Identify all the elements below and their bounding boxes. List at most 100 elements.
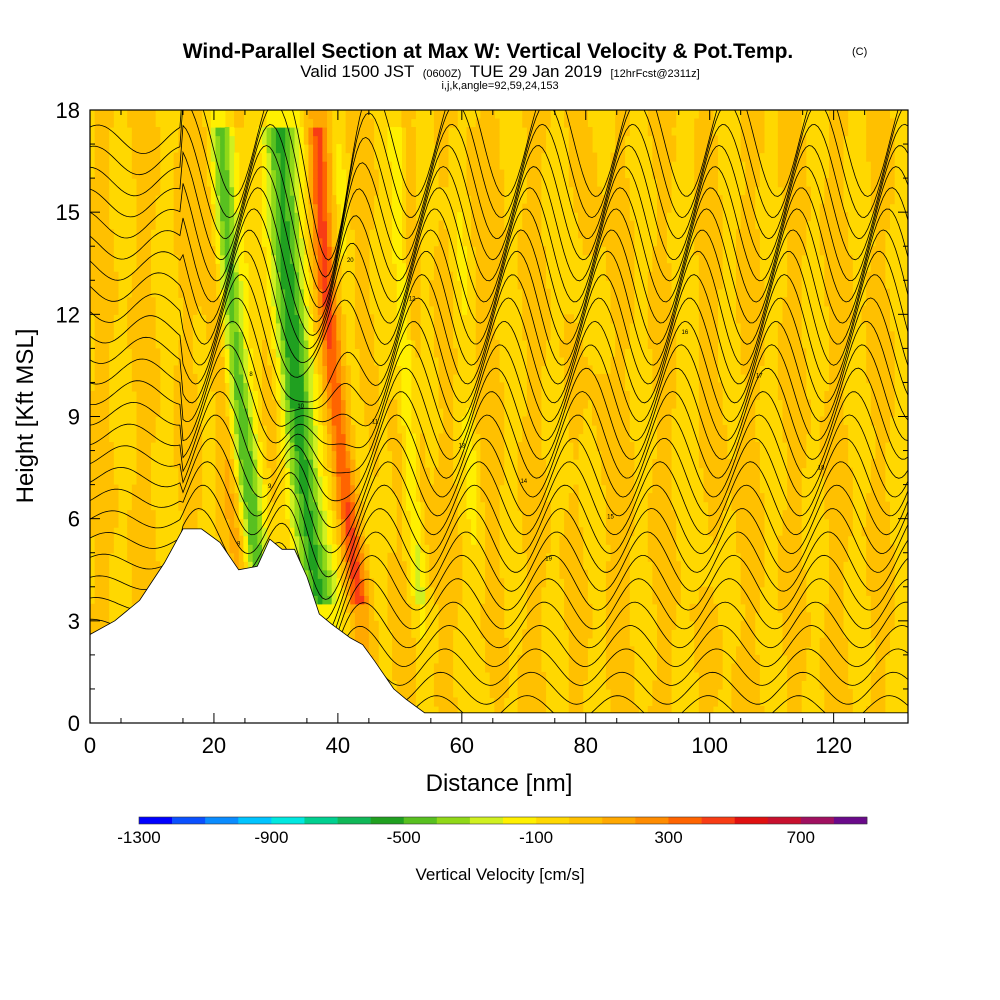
velocity-cell <box>591 382 598 392</box>
velocity-cell <box>331 339 337 349</box>
velocity-cell <box>457 212 463 222</box>
velocity-cell <box>243 476 249 486</box>
velocity-cell <box>573 552 579 562</box>
velocity-cell <box>340 433 347 443</box>
velocity-cell <box>196 280 203 290</box>
velocity-cell <box>141 127 147 137</box>
velocity-cell <box>99 271 105 281</box>
velocity-cell <box>308 433 314 443</box>
velocity-cell <box>438 288 444 298</box>
velocity-cell <box>350 220 356 230</box>
velocity-cell <box>350 603 356 613</box>
velocity-cell <box>178 203 184 213</box>
velocity-cell <box>354 178 361 188</box>
velocity-cell <box>364 407 370 418</box>
velocity-cell <box>206 305 212 315</box>
velocity-cell <box>652 297 658 307</box>
velocity-cell <box>480 161 486 171</box>
velocity-cell <box>368 373 375 384</box>
velocity-cell <box>261 544 268 554</box>
velocity-cell <box>215 178 221 188</box>
velocity-cell <box>317 595 323 605</box>
velocity-cell <box>396 322 402 332</box>
velocity-cell <box>531 654 537 664</box>
velocity-cell <box>429 484 435 494</box>
velocity-cell <box>485 646 491 656</box>
velocity-cell <box>289 135 296 145</box>
velocity-cell <box>220 110 226 120</box>
velocity-cell <box>224 493 231 503</box>
velocity-cell <box>308 178 314 188</box>
velocity-cell <box>354 280 361 290</box>
velocity-cell <box>447 688 454 699</box>
velocity-cell <box>573 595 579 605</box>
velocity-cell <box>531 331 537 341</box>
velocity-cell <box>610 688 616 699</box>
velocity-cell <box>536 280 542 290</box>
velocity-cell <box>243 382 249 392</box>
velocity-cell <box>368 425 375 435</box>
velocity-cell <box>438 118 444 128</box>
velocity-cell <box>359 229 365 239</box>
velocity-cell <box>289 263 296 273</box>
velocity-cell <box>485 433 491 443</box>
velocity-cell <box>522 671 528 682</box>
velocity-cell <box>196 271 203 281</box>
velocity-cell <box>526 680 533 690</box>
velocity-cell <box>480 442 486 452</box>
velocity-cell <box>605 535 612 545</box>
velocity-cell <box>299 442 305 452</box>
velocity-cell <box>327 110 333 120</box>
velocity-cell <box>187 186 193 196</box>
chart-subtitle: Valid 1500 JST (0600Z) TUE 29 Jan 2019 [… <box>300 62 699 81</box>
velocity-cell <box>136 118 142 128</box>
velocity-cell <box>289 331 296 341</box>
velocity-cell <box>196 229 203 239</box>
velocity-cell <box>145 152 152 162</box>
velocity-cell <box>220 152 226 162</box>
velocity-cell <box>433 493 440 503</box>
velocity-cell <box>215 425 221 435</box>
velocity-cell <box>392 459 398 469</box>
velocity-cell <box>299 161 305 171</box>
velocity-cell <box>396 510 402 520</box>
velocity-cell <box>540 135 547 145</box>
velocity-cell <box>438 110 444 120</box>
velocity-cell <box>485 663 491 673</box>
velocity-cell <box>392 416 398 426</box>
velocity-cell <box>396 527 402 537</box>
velocity-cell <box>540 127 547 137</box>
velocity-cell <box>475 390 482 401</box>
velocity-cell <box>345 399 351 409</box>
velocity-cell <box>517 484 523 494</box>
velocity-cell <box>340 399 347 409</box>
velocity-cell <box>308 450 314 460</box>
velocity-cell <box>531 373 537 384</box>
velocity-cell <box>573 399 579 409</box>
velocity-cell <box>559 569 565 579</box>
velocity-cell <box>266 442 272 452</box>
velocity-cell <box>94 373 100 384</box>
velocity-cell <box>340 425 347 435</box>
velocity-cell <box>531 697 537 707</box>
velocity-cell <box>610 407 616 418</box>
velocity-cell <box>266 365 272 375</box>
velocity-cell <box>327 348 333 358</box>
velocity-cell <box>494 169 500 179</box>
velocity-cell <box>364 263 370 273</box>
velocity-cell <box>220 212 226 222</box>
velocity-cell <box>108 246 114 256</box>
velocity-cell <box>610 654 616 664</box>
velocity-cell <box>447 637 454 647</box>
velocity-cell <box>526 654 533 664</box>
velocity-cell <box>313 552 319 562</box>
velocity-cell <box>652 246 658 256</box>
velocity-cell <box>299 348 305 358</box>
velocity-cell <box>485 169 491 179</box>
velocity-cell <box>224 314 231 324</box>
velocity-cell <box>619 552 626 562</box>
velocity-cell <box>410 493 416 503</box>
velocity-cell <box>201 161 207 171</box>
velocity-cell <box>526 688 533 699</box>
velocity-cell <box>220 229 226 239</box>
